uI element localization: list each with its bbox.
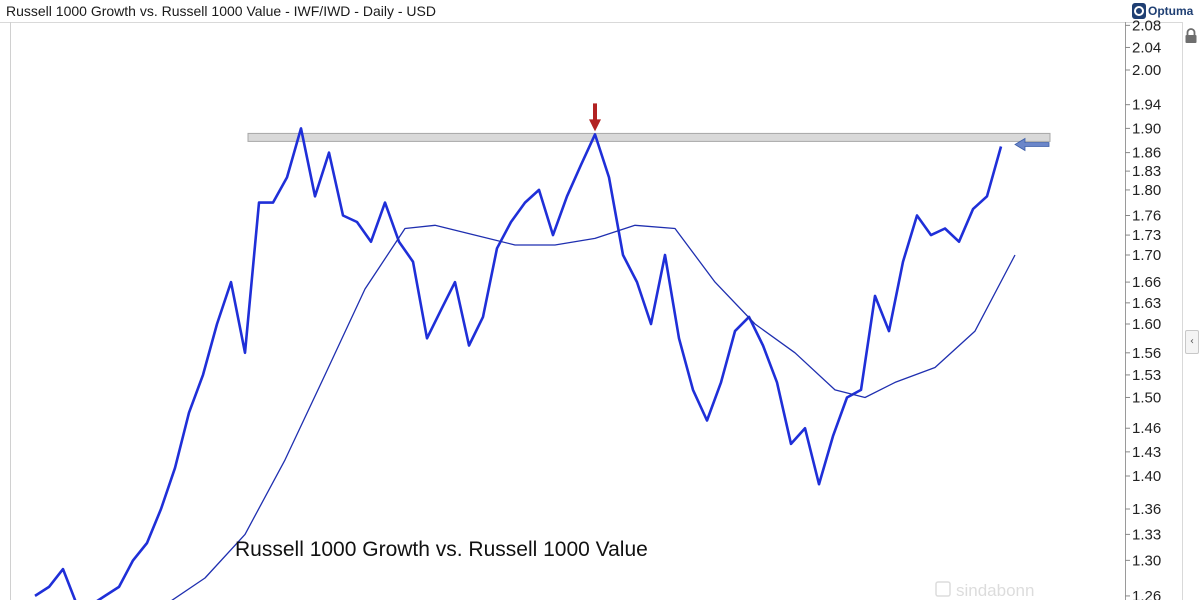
y-tick: 1.90 xyxy=(1125,120,1161,137)
y-tick-label: 1.36 xyxy=(1132,501,1161,518)
y-tick: 1.94 xyxy=(1125,97,1161,114)
y-tick-label: 1.83 xyxy=(1132,163,1161,180)
y-tick: 1.33 xyxy=(1125,526,1161,543)
collapse-panel-button[interactable]: ‹ xyxy=(1185,330,1199,354)
moving-average-line xyxy=(171,224,1016,600)
y-tick: 1.63 xyxy=(1125,295,1161,312)
y-tick: 1.56 xyxy=(1125,345,1161,362)
arrow-left-icon xyxy=(1014,137,1050,152)
y-tick-label: 1.73 xyxy=(1132,227,1161,244)
y-tick-label: 1.76 xyxy=(1132,208,1161,225)
y-tick: 1.50 xyxy=(1125,389,1161,406)
y-tick: 1.36 xyxy=(1125,501,1161,518)
y-tick: 2.00 xyxy=(1125,62,1161,79)
y-tick-label: 1.40 xyxy=(1132,468,1161,485)
watermark-text: sindabonn xyxy=(956,581,1034,600)
y-tick: 1.70 xyxy=(1125,247,1161,264)
y-tick-label: 1.90 xyxy=(1132,120,1161,137)
y-tick-label: 1.70 xyxy=(1132,247,1161,264)
y-tick-label: 1.26 xyxy=(1132,588,1161,600)
y-tick: 1.86 xyxy=(1125,145,1161,162)
y-tick: 1.66 xyxy=(1125,274,1161,291)
y-tick: 1.80 xyxy=(1125,182,1161,199)
y-tick-label: 1.63 xyxy=(1132,295,1161,312)
price-series-line xyxy=(34,127,1003,600)
resistance-band xyxy=(247,132,1051,142)
arrow-down-icon xyxy=(589,103,601,132)
y-tick: 2.08 xyxy=(1125,17,1161,34)
y-tick-label: 1.53 xyxy=(1132,367,1161,384)
y-tick-label: 1.30 xyxy=(1132,552,1161,569)
y-tick-label: 2.08 xyxy=(1132,17,1161,34)
y-tick: 1.30 xyxy=(1125,552,1161,569)
watermark: sindabonn xyxy=(935,581,1034,600)
brand: Optuma xyxy=(1132,1,1193,21)
y-tick: 1.43 xyxy=(1125,444,1161,461)
y-tick: 1.76 xyxy=(1125,208,1161,225)
y-tick: 1.60 xyxy=(1125,316,1161,333)
watermark-logo-icon xyxy=(935,581,951,597)
y-tick-label: 1.46 xyxy=(1132,420,1161,437)
y-tick: 1.73 xyxy=(1125,227,1161,244)
chevron-left-icon: ‹ xyxy=(1190,336,1194,347)
y-tick: 1.53 xyxy=(1125,367,1161,384)
y-tick-label: 1.33 xyxy=(1132,526,1161,543)
y-tick-label: 2.04 xyxy=(1132,39,1161,56)
y-tick-label: 1.56 xyxy=(1132,345,1161,362)
y-tick: 2.04 xyxy=(1125,39,1161,56)
brand-name: Optuma xyxy=(1148,4,1194,18)
chart-annotation: Russell 1000 Growth vs. Russell 1000 Val… xyxy=(235,538,648,561)
chart-header: Russell 1000 Growth vs. Russell 1000 Val… xyxy=(0,0,1200,23)
chart-title: Russell 1000 Growth vs. Russell 1000 Val… xyxy=(6,3,436,19)
y-tick: 1.83 xyxy=(1125,163,1161,180)
y-tick-label: 1.86 xyxy=(1132,145,1161,162)
y-tick-label: 1.66 xyxy=(1132,274,1161,291)
y-tick-label: 1.80 xyxy=(1132,182,1161,199)
y-axis-line xyxy=(1125,22,1126,600)
y-tick-label: 2.00 xyxy=(1132,62,1161,79)
y-tick: 1.26 xyxy=(1125,588,1161,600)
y-tick-label: 1.43 xyxy=(1132,444,1161,461)
y-tick: 1.46 xyxy=(1125,420,1161,437)
lock-icon[interactable] xyxy=(1184,28,1198,44)
side-toolbar xyxy=(1182,22,1200,600)
y-tick: 1.40 xyxy=(1125,468,1161,485)
y-tick-label: 1.50 xyxy=(1132,389,1161,406)
y-tick-label: 1.94 xyxy=(1132,97,1161,114)
y-tick-label: 1.60 xyxy=(1132,316,1161,333)
plot-area xyxy=(10,22,1125,600)
optuma-logo-icon xyxy=(1132,3,1146,19)
